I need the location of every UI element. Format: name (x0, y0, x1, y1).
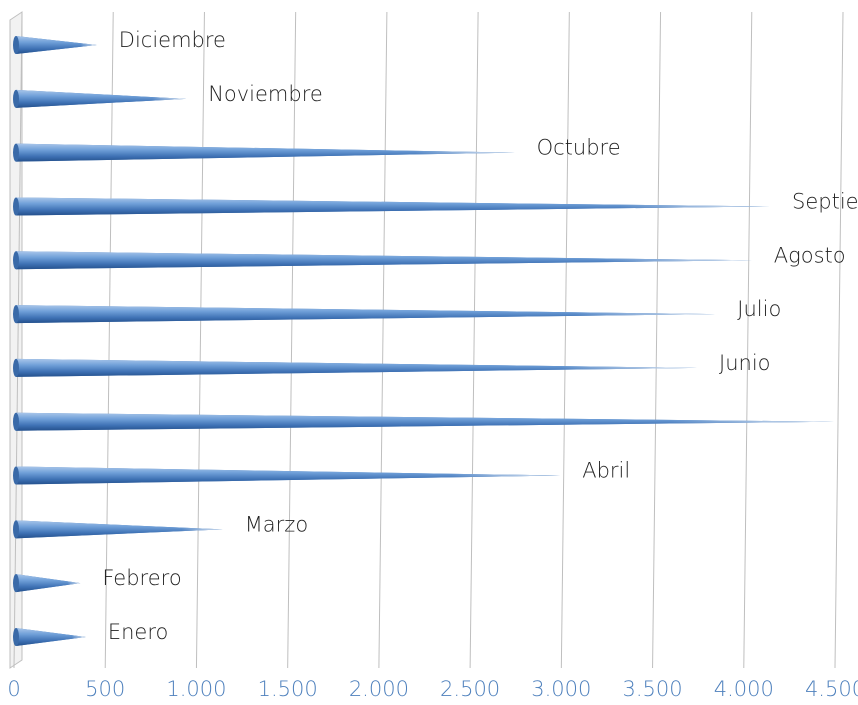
grid-line (652, 11, 662, 669)
grid-line (560, 11, 570, 669)
cone-base (13, 251, 19, 270)
grid-line (13, 11, 23, 669)
x-tick-label: 1.000 (166, 677, 226, 701)
category-label: Noviembre (208, 82, 323, 106)
category-label: Mayo (856, 405, 858, 429)
grid-line (834, 11, 844, 669)
x-tick-label: 1.500 (258, 677, 318, 701)
cone-fade (16, 466, 561, 485)
cone-fade (16, 143, 515, 162)
cone-base (13, 466, 19, 485)
cone-fade (16, 358, 698, 377)
category-label: Febrero (102, 566, 181, 590)
category-label: Septiembre (792, 189, 858, 213)
x-tick-label: 0 (7, 677, 20, 701)
grid-line (743, 11, 753, 669)
category-label: Enero (108, 620, 169, 644)
category-label: Octubre (537, 136, 621, 160)
cone-base (13, 358, 19, 377)
cone-fade (16, 520, 223, 539)
cone-base (13, 36, 19, 54)
category-label: Agosto (774, 243, 846, 267)
category-label: Diciembre (119, 28, 226, 52)
side-wall (9, 11, 23, 669)
grid-line (195, 11, 205, 669)
cone-base (13, 412, 19, 431)
cone-base (13, 628, 19, 646)
category-label: Junio (719, 351, 771, 375)
cone-fade (16, 628, 86, 646)
category-label: Julio (737, 297, 781, 321)
cone-fade (16, 574, 81, 593)
grid-line (104, 11, 114, 669)
grid-line (469, 11, 479, 669)
cone-base (13, 520, 19, 539)
cone-fade (16, 197, 771, 216)
cone-base (13, 197, 19, 216)
cone-fade (16, 251, 752, 270)
x-tick-label: 2.000 (349, 677, 409, 701)
x-tick-label: 4.000 (714, 677, 774, 701)
cone-base (13, 89, 19, 108)
category-label: Marzo (245, 512, 309, 536)
cone-fade (16, 89, 187, 108)
x-tick-label: 3.500 (622, 677, 682, 701)
x-tick-label: 500 (85, 677, 125, 701)
grid-line (287, 11, 297, 669)
cone-base (13, 305, 19, 324)
cone-base (13, 143, 19, 162)
cone-base (13, 574, 19, 593)
x-tick-label: 2.500 (440, 677, 500, 701)
cone-fade (16, 305, 716, 324)
category-label: Abril (582, 459, 630, 483)
grid-line (378, 11, 388, 669)
cone-fade (16, 412, 834, 431)
x-tick-label: 4.500 (805, 677, 858, 701)
x-tick-label: 3.000 (531, 677, 591, 701)
cone-fade (16, 36, 97, 54)
